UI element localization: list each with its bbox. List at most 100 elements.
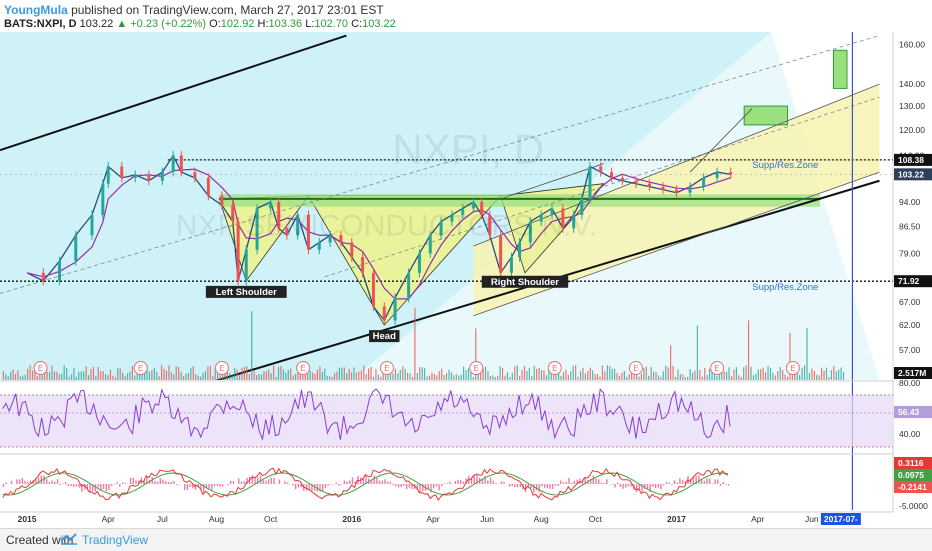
macd-histogram-bar <box>511 484 512 486</box>
candle-body <box>472 202 475 208</box>
candle-body <box>172 156 175 173</box>
volume-bar <box>841 367 842 380</box>
volume-bar <box>624 371 625 380</box>
volume-bar <box>417 373 418 380</box>
volume-bar <box>244 367 245 380</box>
volume-bar <box>188 373 189 380</box>
volume-bar <box>692 373 693 380</box>
volume-bar <box>314 374 315 380</box>
candle-body <box>648 184 651 187</box>
macd-histogram-bar <box>116 482 117 484</box>
volume-bar <box>66 368 67 380</box>
macd-histogram-bar <box>698 475 699 484</box>
volume-bar <box>378 375 379 380</box>
volume-bar <box>648 376 649 380</box>
volume-bar <box>675 377 676 380</box>
volume-bar <box>616 373 617 380</box>
volume-bar <box>86 366 87 380</box>
macd-histogram-bar <box>622 484 623 489</box>
volume-bar <box>448 370 449 380</box>
volume-bar <box>15 374 16 380</box>
volume-bar <box>207 366 208 380</box>
macd-histogram-bar <box>295 484 296 489</box>
macd-histogram-bar <box>668 483 669 484</box>
macd-histogram-bar <box>111 484 112 486</box>
volume-bar <box>37 376 38 380</box>
volume-bar <box>32 370 33 380</box>
volume-bar <box>29 365 30 380</box>
macd-histogram-bar <box>124 483 125 484</box>
candle-body <box>418 253 421 272</box>
volume-bar <box>733 370 734 380</box>
macd-histogram-bar <box>563 482 564 484</box>
volume-bar <box>565 370 566 380</box>
macd-histogram-bar <box>484 476 485 484</box>
target-box-2 <box>833 50 847 88</box>
macd-histogram-bar <box>54 482 55 484</box>
volume-bar <box>341 368 342 380</box>
volume-bar <box>293 376 294 380</box>
volume-bar <box>210 366 211 380</box>
macd-histogram-bar <box>376 478 377 484</box>
volume-bar <box>626 377 627 380</box>
volume-bar <box>775 375 776 380</box>
macd-histogram-bar <box>173 481 174 484</box>
macd-histogram-bar <box>157 482 158 484</box>
volume-bar <box>707 375 708 380</box>
macd-histogram-bar <box>346 481 347 484</box>
volume-bar <box>190 368 191 380</box>
candle-body <box>220 196 223 205</box>
volume-bar <box>90 369 91 380</box>
volume-bar <box>514 367 515 380</box>
volume-bar <box>375 369 376 380</box>
macd-histogram-bar <box>298 484 299 488</box>
volume-bar <box>507 372 508 380</box>
volume-bar <box>802 368 803 380</box>
macd-histogram-bar <box>552 484 553 489</box>
volume-bar <box>168 365 169 380</box>
volume-bar <box>380 377 381 380</box>
earnings-event-label: E <box>219 364 224 373</box>
macd-histogram-bar <box>460 480 461 484</box>
volume-bar <box>828 377 829 380</box>
macd-histogram-bar <box>68 484 69 486</box>
macd-histogram-bar <box>65 482 66 484</box>
level-badge-bottom: 71.92 <box>898 276 920 286</box>
volume-bar <box>268 370 269 380</box>
volume-bar <box>302 375 303 380</box>
volume-bar <box>502 368 503 380</box>
macd-histogram-bar <box>655 484 656 488</box>
volume-bar <box>728 367 729 380</box>
volume-bar <box>521 370 522 380</box>
neckline-zone <box>219 194 820 207</box>
macd-histogram-bar <box>330 484 331 485</box>
candle-body <box>245 250 248 281</box>
macd-histogram-bar <box>168 482 169 484</box>
volume-bar <box>512 373 513 380</box>
volume-bar <box>161 365 162 380</box>
macd-histogram-bar <box>252 475 253 484</box>
volume-bar <box>599 377 600 380</box>
time-tick-label: Oct <box>589 514 603 524</box>
macd-histogram-bar <box>395 484 396 486</box>
earnings-event-label: E <box>300 364 305 373</box>
earnings-event-label: E <box>138 364 143 373</box>
macd-histogram-bar <box>620 484 621 487</box>
volume-bar <box>246 366 247 380</box>
volume-bar <box>241 368 242 380</box>
macd-histogram-bar <box>514 484 515 487</box>
volume-bar <box>582 368 583 380</box>
macd-histogram-bar <box>625 484 626 488</box>
macd-histogram-bar <box>601 483 602 484</box>
macd-histogram-bar <box>533 484 534 493</box>
volume-bar <box>621 373 622 380</box>
macd-histogram-bar <box>536 484 537 490</box>
tradingview-brand[interactable]: TradingView <box>82 533 148 547</box>
volume-bar <box>251 311 252 380</box>
volume-bar <box>81 372 82 380</box>
volume-bar <box>149 372 150 380</box>
macd-histogram-bar <box>357 476 358 484</box>
earnings-event-label: E <box>384 364 389 373</box>
macd-histogram-bar <box>501 481 502 484</box>
